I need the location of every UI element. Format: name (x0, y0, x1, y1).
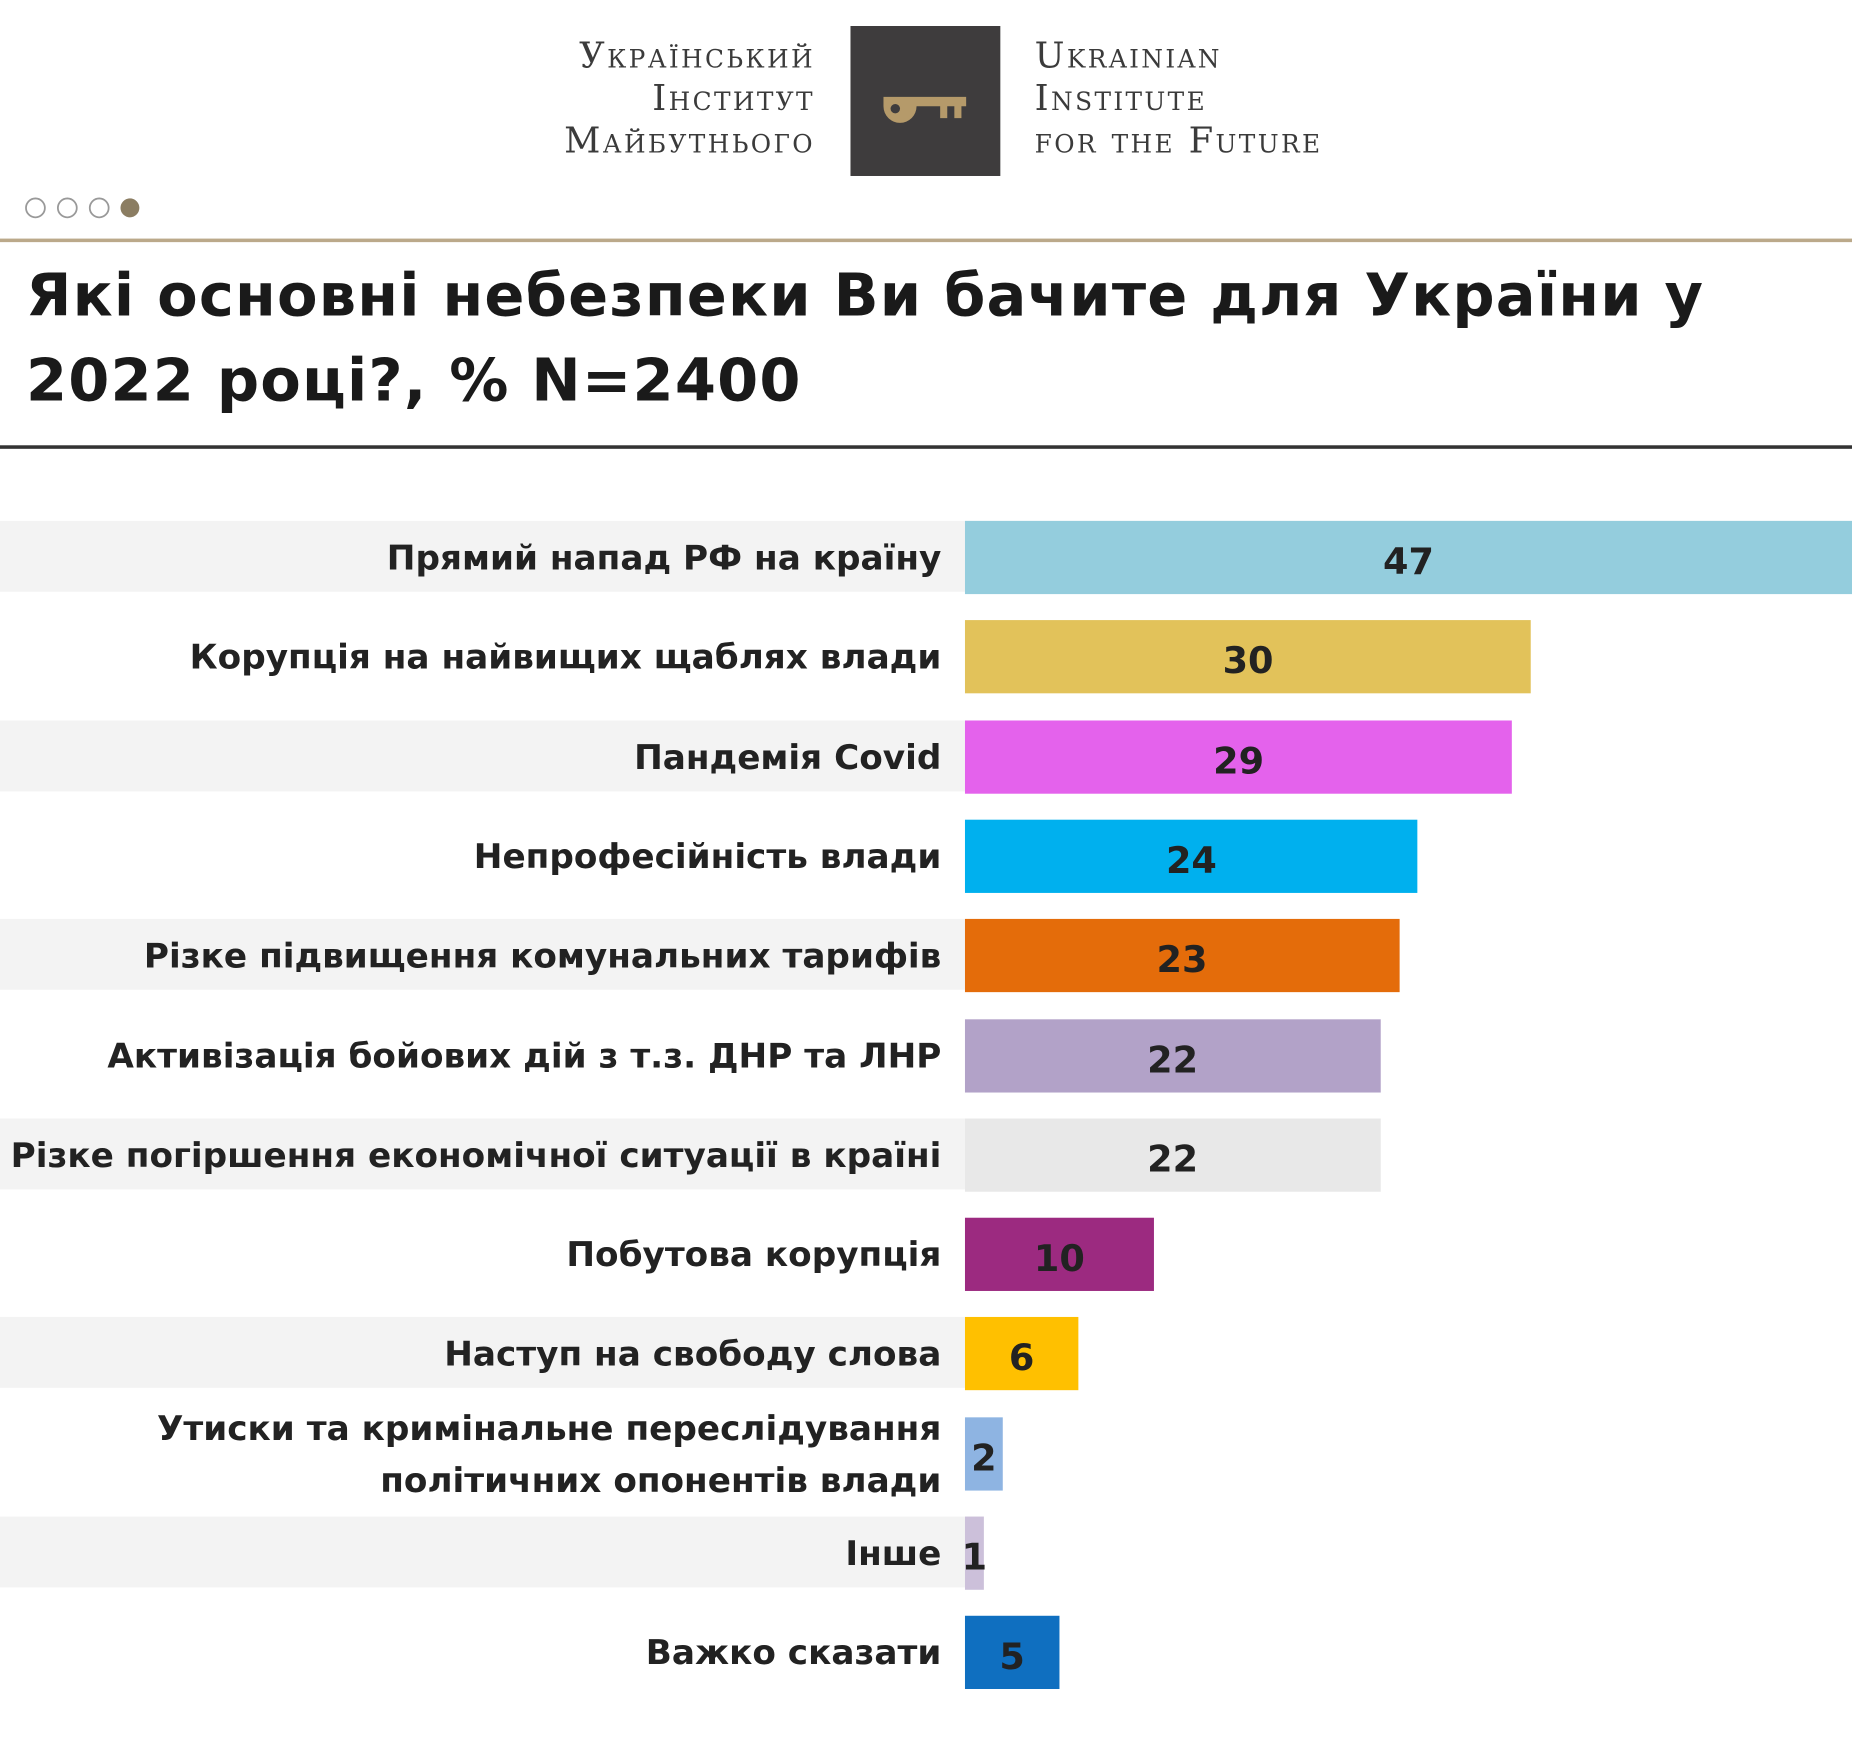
category-label: Наступ на свободу слова (444, 1333, 942, 1375)
bar (964, 1416, 1003, 1491)
bar (964, 1516, 984, 1590)
page-dots (25, 197, 140, 219)
row-band (0, 520, 965, 592)
value-label: 5 (999, 1636, 1025, 1679)
bar (964, 720, 1513, 794)
row-band (0, 1516, 965, 1588)
logo-line: Інститут (652, 77, 815, 120)
bar (964, 520, 1852, 595)
bar (964, 1118, 1381, 1192)
bar (964, 919, 1400, 993)
logo-line: Український (579, 35, 815, 77)
row-band (0, 1118, 965, 1190)
logo-ua: Український Інститут Майбутнього (564, 35, 815, 163)
value-label: 23 (1156, 939, 1208, 982)
category-label: Інше (845, 1533, 942, 1574)
value-label: 2 (971, 1437, 997, 1480)
value-label: 22 (1147, 1138, 1199, 1181)
value-label: 10 (1033, 1237, 1085, 1281)
chart-title: Які основні небезпеки Ви бачите для Укра… (25, 261, 1705, 415)
logo-line: Ukrainian (1034, 35, 1222, 77)
bar (964, 1018, 1381, 1092)
row-band (0, 919, 965, 991)
logo-line: for the Future (1034, 120, 1323, 162)
category-label: Пандемія Covid (634, 736, 942, 777)
bar (964, 1616, 1060, 1690)
rule (0, 445, 1852, 449)
logo-line: Institute (1034, 77, 1208, 120)
row-band (0, 1317, 965, 1389)
bar (964, 819, 1418, 893)
value-label: 24 (1165, 839, 1217, 883)
bar (964, 1317, 1079, 1391)
category-label: Утиски та кримінальне переслідування пол… (156, 1407, 942, 1500)
bar (964, 620, 1532, 694)
category-label: Різке погіршення економічної ситуації в … (10, 1134, 942, 1175)
row-band (0, 720, 965, 791)
value-label: 1 (961, 1536, 988, 1580)
category-label: Активізація бойових дій з т.з. ДНР та ЛН… (107, 1035, 942, 1076)
value-label: 22 (1147, 1038, 1199, 1082)
value-label: 6 (1008, 1337, 1035, 1381)
category-label: Корупція на найвищих щаблях влади (189, 636, 942, 678)
logo-mark (850, 25, 1001, 176)
category-label: Важко сказати (645, 1632, 942, 1673)
value-label: 30 (1222, 640, 1274, 684)
category-label: Різке підвищення комунальних тарифів (143, 935, 942, 976)
value-label: 29 (1213, 740, 1265, 783)
logo-en: Ukrainian Institute for the Future (1035, 35, 1323, 163)
rule (0, 238, 1852, 243)
category-label: Прямий напад РФ на країну (386, 537, 942, 578)
category-label: Непрофесійність влади (473, 836, 942, 877)
value-label: 47 (1382, 540, 1434, 584)
category-label: Побутова корупція (566, 1234, 942, 1275)
bar (964, 1217, 1154, 1292)
logo-line: Майбутнього (564, 120, 815, 162)
